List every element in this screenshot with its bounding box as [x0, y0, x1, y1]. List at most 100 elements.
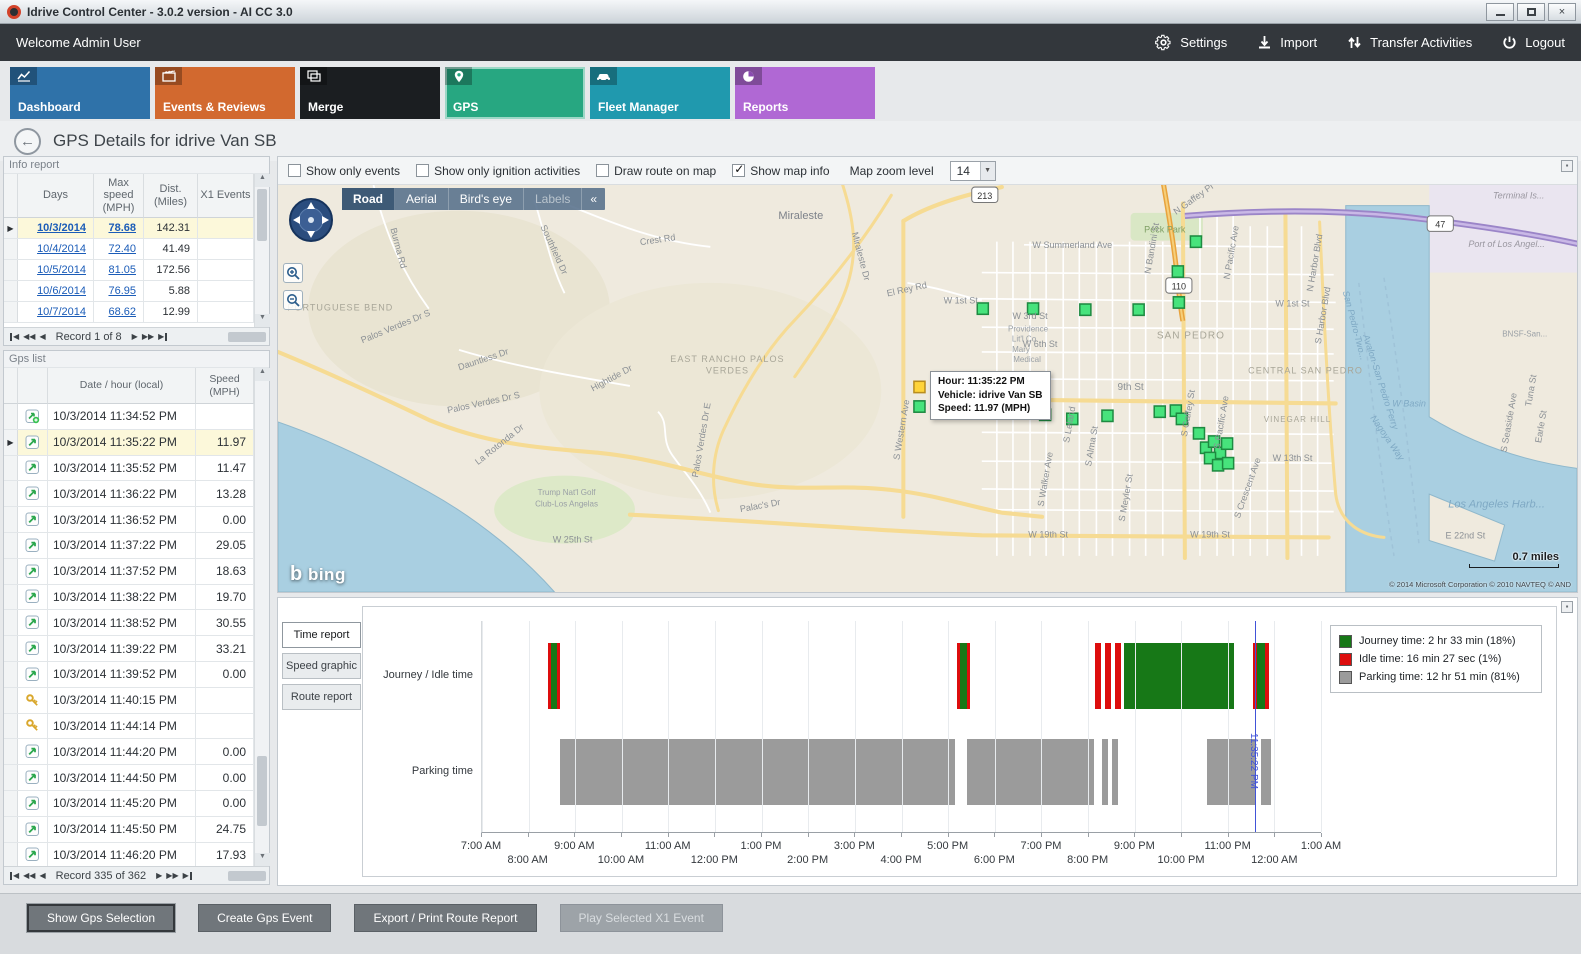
table-row[interactable]: 10/3/2014 11:45:20 PM 0.00	[4, 790, 254, 817]
tile-gps[interactable]: GPS	[445, 67, 585, 119]
table-row[interactable]: 10/3/2014 11:40:15 PM	[4, 687, 254, 714]
gps-marker[interactable]	[1192, 426, 1206, 440]
table-row[interactable]: 10/3/2014 11:37:22 PM 29.05	[4, 532, 254, 559]
gps-marker[interactable]	[1189, 235, 1203, 249]
scroll-down-icon[interactable]: ▼	[255, 314, 270, 327]
table-row[interactable]: 10/3/2014 11:44:20 PM 0.00	[4, 739, 254, 766]
table-row[interactable]: 10/3/2014 11:36:22 PM 13.28	[4, 481, 254, 508]
topbar-action-import[interactable]: Import	[1257, 35, 1317, 50]
gps-marker[interactable]	[1026, 302, 1040, 316]
day-link[interactable]: 10/5/2014	[37, 264, 86, 276]
map-canvas[interactable]: 213 110 47 Miraleste Peck Park W Summerland …	[278, 185, 1577, 592]
max-speed-link[interactable]: 81.05	[108, 264, 136, 276]
checkbox-show-only-ignition-activities[interactable]: Show only ignition activities	[416, 164, 580, 178]
map-style-tab-aerial[interactable]: Aerial	[395, 188, 449, 210]
table-row[interactable]: 10/6/2014 76.95 5.88	[4, 281, 254, 302]
table-row[interactable]: 10/3/2014 11:38:22 PM 19.70	[4, 584, 254, 611]
collapse-map-menu-button[interactable]: «	[590, 192, 598, 206]
max-speed-link[interactable]: 78.68	[108, 222, 136, 234]
max-speed-link[interactable]: 76.95	[108, 285, 136, 297]
scroll-up-icon[interactable]: ▲	[255, 368, 270, 381]
zoom-in-button[interactable]	[283, 263, 303, 283]
collapse-map-panel-button[interactable]: ▪	[1561, 160, 1573, 172]
nav-first-button[interactable]: ◀	[9, 871, 19, 880]
minimize-button[interactable]	[1486, 2, 1514, 21]
map-compass-control[interactable]	[288, 197, 334, 246]
nav-next-page-button[interactable]: ▶▶	[141, 332, 155, 341]
table-row[interactable]: 10/3/2014 11:46:20 PM 17.93	[4, 842, 254, 866]
chart-tab-time-report[interactable]: Time report	[282, 622, 361, 648]
table-row[interactable]: 10/3/2014 11:39:52 PM 0.00	[4, 661, 254, 688]
gps-marker[interactable]	[1079, 303, 1092, 317]
gps-list-scrollbar[interactable]: ▲ ▼	[254, 368, 270, 866]
close-button[interactable]: ×	[1548, 2, 1576, 21]
gps-marker[interactable]	[1175, 412, 1189, 426]
table-row[interactable]: 10/3/2014 11:35:52 PM 11.47	[4, 455, 254, 482]
base-map[interactable]: 213 110 47 Miraleste Peck Park W Summerland …	[278, 185, 1577, 592]
gps-marker[interactable]	[1171, 265, 1185, 278]
nav-prev-button[interactable]: ◀	[39, 871, 46, 880]
chart-tab-route-report[interactable]: Route report	[282, 684, 361, 710]
checkbox-checked-icon[interactable]: ✓	[732, 162, 746, 177]
map-style-tab-labels[interactable]: Labels	[524, 188, 583, 210]
checkbox-show-only-events[interactable]: Show only events	[288, 164, 400, 178]
day-link[interactable]: 10/6/2014	[37, 285, 86, 297]
table-row[interactable]: 10/4/2014 72.40 41.49	[4, 239, 254, 260]
nav-next-page-button[interactable]: ▶▶	[166, 871, 179, 880]
map-style-tab-road[interactable]: Road	[342, 188, 395, 210]
nav-last-button[interactable]: ▶	[183, 871, 193, 880]
checkbox-icon[interactable]	[288, 164, 301, 177]
tile-merge[interactable]: Merge	[300, 67, 440, 119]
table-row[interactable]: 10/7/2014 68.62 12.99	[4, 302, 254, 323]
map-style-tab-bird-s-eye[interactable]: Bird's eye	[449, 188, 524, 210]
horizontal-scroll-thumb[interactable]	[228, 331, 266, 342]
max-speed-link[interactable]: 68.62	[108, 306, 136, 318]
table-row[interactable]: 10/3/2014 11:38:52 PM 30.55	[4, 610, 254, 637]
topbar-action-logout[interactable]: Logout	[1502, 35, 1565, 50]
nav-next-button[interactable]: ▶	[131, 332, 138, 341]
table-row[interactable]: 10/3/2014 11:36:52 PM 0.00	[4, 507, 254, 533]
horizontal-scroll-thumb[interactable]	[228, 870, 266, 881]
selected-gps-marker[interactable]	[913, 380, 926, 394]
topbar-action-transfer-activities[interactable]: Transfer Activities	[1347, 35, 1472, 50]
gps-marker[interactable]	[1153, 405, 1167, 419]
checkbox-icon[interactable]	[416, 164, 430, 177]
checkbox-icon[interactable]	[596, 164, 610, 177]
table-row[interactable]: 10/5/2014 81.05 172.56	[4, 260, 254, 281]
gps-marker[interactable]	[1101, 409, 1114, 423]
scroll-up-icon[interactable]: ▲	[255, 174, 270, 187]
nav-prev-button[interactable]: ◀	[39, 332, 46, 341]
nav-next-button[interactable]: ▶	[156, 871, 163, 880]
table-row[interactable]: 10/3/2014 11:39:22 PM 33.21	[4, 636, 254, 662]
table-row[interactable]: 10/3/2014 11:44:50 PM 0.00	[4, 765, 254, 791]
table-row[interactable]: ▶ 10/3/2014 11:35:22 PM 11.97	[4, 429, 254, 456]
scroll-thumb[interactable]	[257, 756, 267, 827]
scroll-down-icon[interactable]: ▼	[255, 853, 270, 866]
show-gps-selection-button[interactable]: Show Gps Selection	[27, 904, 176, 932]
gps-marker[interactable]	[1065, 412, 1079, 426]
checkbox-draw-route-on-map[interactable]: Draw route on map	[596, 164, 716, 178]
table-row[interactable]: 10/3/2014 11:45:50 PM 24.75	[4, 816, 254, 843]
gps-marker[interactable]	[1132, 303, 1145, 317]
day-link[interactable]: 10/3/2014	[37, 222, 86, 234]
gps-marker[interactable]	[1220, 437, 1234, 451]
gps-marker[interactable]	[1221, 456, 1235, 470]
gps-marker[interactable]	[1172, 296, 1186, 309]
gps-marker[interactable]	[1203, 451, 1217, 465]
day-link[interactable]: 10/4/2014	[37, 243, 86, 255]
maximize-button[interactable]	[1517, 2, 1545, 21]
map-zoom-select[interactable]: 14 ▼	[949, 160, 996, 181]
export-print-route-report-button[interactable]: Export / Print Route Report	[354, 904, 537, 932]
gps-marker[interactable]	[976, 302, 990, 316]
collapse-chart-panel-button[interactable]: ▪	[1561, 601, 1573, 613]
max-speed-link[interactable]: 72.40	[108, 243, 136, 255]
back-button[interactable]: ←	[14, 127, 41, 155]
zoom-out-button[interactable]	[283, 290, 303, 310]
topbar-action-settings[interactable]: Settings	[1155, 34, 1227, 51]
create-gps-event-button[interactable]: Create Gps Event	[198, 904, 332, 932]
chart-tab-speed-graphic[interactable]: Speed graphic	[282, 653, 361, 679]
table-row[interactable]: 10/3/2014 11:37:52 PM 18.63	[4, 558, 254, 585]
nav-prev-page-button[interactable]: ◀◀	[23, 332, 36, 341]
nav-last-button[interactable]: ▶	[158, 332, 168, 341]
scroll-thumb[interactable]	[257, 189, 267, 241]
